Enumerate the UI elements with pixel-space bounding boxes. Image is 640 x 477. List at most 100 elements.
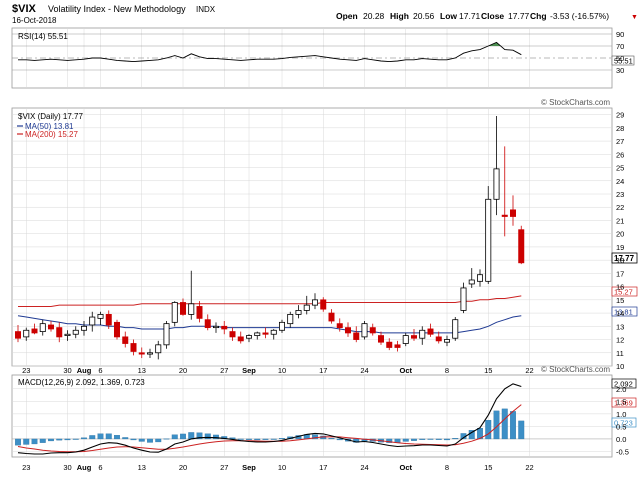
macd-hist-bar xyxy=(39,438,46,443)
rsi-label: RSI(14) 55.51 xyxy=(18,32,68,41)
price-y-tick: 23 xyxy=(616,190,624,199)
x-tick-label: Oct xyxy=(399,366,412,375)
price-y-tick: 10 xyxy=(616,362,624,371)
macd-hist-bar xyxy=(427,438,434,440)
macd-label: MACD(12,26,9) 2.092, 1.369, 0.723 xyxy=(18,378,145,387)
price-y-tick: 21 xyxy=(616,216,624,225)
price-y-tick: 20 xyxy=(616,230,624,239)
macd-hist-bar xyxy=(147,438,153,443)
price-y-tick: 17 xyxy=(616,269,624,278)
price-y-tick: 14 xyxy=(616,309,624,318)
candle-body xyxy=(303,304,310,311)
x-tick-label-bottom: 30 xyxy=(63,463,71,472)
macd-hist-bar xyxy=(270,438,277,440)
ohlc-close-label: Close xyxy=(481,11,504,21)
chg-down-marker: ▼ xyxy=(631,14,638,21)
candle-body xyxy=(188,303,195,315)
candle-body xyxy=(410,335,417,339)
svg-text:1.369: 1.369 xyxy=(614,399,633,408)
candle-body xyxy=(138,352,145,355)
macd-line xyxy=(17,383,522,455)
x-tick-label-bottom: 13 xyxy=(138,463,146,472)
macd-hist-bar xyxy=(254,438,261,441)
exchange: INDX xyxy=(196,5,216,14)
macd-hist-bar xyxy=(56,438,63,441)
price-y-tick: 24 xyxy=(616,177,624,186)
macd-hist-bar xyxy=(196,432,203,440)
macd-hist-bar xyxy=(48,438,54,442)
macd-y-tick: 0.0 xyxy=(616,435,626,444)
ohlc-low-label: Low xyxy=(440,11,457,21)
ohlc-close: 17.77 xyxy=(508,11,530,21)
macd-hist-bar xyxy=(72,438,79,440)
svg-text:55.51: 55.51 xyxy=(614,57,633,66)
x-tick-label-bottom: 15 xyxy=(484,463,492,472)
macd-hist-bar xyxy=(81,437,87,440)
macd-y-tick: 1.0 xyxy=(616,410,626,419)
macd-hist-bar xyxy=(411,438,417,441)
candle-body xyxy=(435,336,442,342)
x-tick-label-bottom: 10 xyxy=(278,463,286,472)
x-tick-label: 23 xyxy=(22,366,30,375)
ohlc-chg-label: Chg xyxy=(530,11,547,21)
candle-body xyxy=(295,310,302,315)
ohlc-open: 20.28 xyxy=(363,11,385,21)
candle-body xyxy=(171,302,178,323)
macd-hist-bar xyxy=(336,438,343,441)
price-legend-title: $VIX (Daily) 17.77 xyxy=(18,112,83,121)
candle-body xyxy=(245,335,252,339)
macd-hist-bar xyxy=(510,411,516,440)
price-y-tick: 22 xyxy=(616,203,624,212)
x-tick-label: 8 xyxy=(445,366,449,375)
candle-body xyxy=(353,332,360,340)
macd-hist-bar xyxy=(64,438,71,441)
candle-body xyxy=(221,325,228,330)
price-y-tick: 13 xyxy=(616,322,624,331)
rsi-grid xyxy=(12,28,612,88)
candle-body xyxy=(254,332,261,336)
macd-hist-bar xyxy=(402,438,409,442)
macd-hist-bar xyxy=(105,433,112,440)
rsi-y-tick: 70 xyxy=(616,42,624,51)
candle-body xyxy=(468,279,475,285)
macd-hist-bar xyxy=(31,438,38,445)
macd-hist-bar xyxy=(237,438,244,440)
candle-body xyxy=(419,329,426,339)
macd-hist-bar xyxy=(89,435,96,440)
x-tick-label-bottom: Sep xyxy=(242,463,256,472)
watermark: © StockCharts.com xyxy=(541,98,610,107)
ohlc-open-label: Open xyxy=(336,11,358,21)
price-y-tick: 26 xyxy=(616,150,624,159)
candle-body xyxy=(146,352,153,355)
candle-body xyxy=(122,336,129,344)
candles xyxy=(14,115,525,360)
y-tick-labels: 29 28 27 26 25 24 23 22 21 20 19 18 17 16 15 14 13 12 11 10… xyxy=(616,30,629,456)
svg-text:13.81: 13.81 xyxy=(614,308,633,317)
ohlc-high-label: High xyxy=(390,11,409,21)
price-y-tick: 29 xyxy=(616,111,624,120)
svg-text:0.723: 0.723 xyxy=(614,419,633,428)
x-tick-label-bottom: 17 xyxy=(319,463,327,472)
candle-body xyxy=(229,331,236,338)
candle-body xyxy=(179,302,186,315)
candle-body xyxy=(361,323,368,338)
macd-hist-bar xyxy=(452,438,459,440)
ma200-legend: MA(200) 15.27 xyxy=(25,130,78,139)
price-y-tick: 16 xyxy=(616,283,624,292)
candle-body xyxy=(328,312,335,322)
candle-body xyxy=(509,209,516,217)
candle-body xyxy=(501,214,508,217)
macd-hist-bar xyxy=(23,438,30,445)
index-name: Volatility Index - New Methodology xyxy=(48,4,186,14)
price-panel xyxy=(11,107,613,367)
macd-hist-bar xyxy=(163,438,170,440)
candle-body xyxy=(196,306,203,319)
candle-body xyxy=(64,333,71,336)
price-y-tick: 12 xyxy=(616,336,624,345)
rsi-y-tick: 90 xyxy=(616,30,624,39)
candle-body xyxy=(452,319,459,339)
x-tick-label: 20 xyxy=(179,366,187,375)
candle-body xyxy=(14,331,21,339)
ma200-line xyxy=(18,295,522,307)
